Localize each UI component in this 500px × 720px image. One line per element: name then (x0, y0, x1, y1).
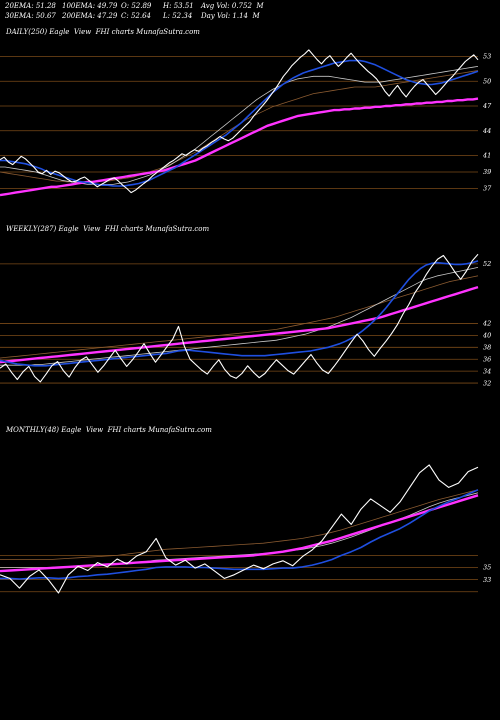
y-tick-label: 50 (483, 77, 491, 85)
daily-panel-title: DAILY(250) Eagle View FHI charts MunafaS… (6, 28, 200, 36)
monthly-panel-title: MONTHLY(48) Eagle View FHI charts Munafa… (6, 426, 212, 434)
open-readout: O: 52.89 (121, 2, 152, 10)
y-tick-label: 35 (483, 564, 491, 572)
ema200-readout: 200EMA: 47.29 (62, 12, 118, 20)
y-tick-label: 33 (483, 576, 491, 584)
price-line (0, 464, 479, 594)
y-tick-label: 53 (483, 53, 491, 61)
ema100-readout: 100EMA: 49.79 (62, 2, 118, 10)
weekly-panel-title: WEEKLY(287) Eagle View FHI charts Munafa… (6, 225, 210, 233)
y-tick-label: 42 (482, 320, 491, 328)
ema20-readout: 20EMA: 51.28 (5, 2, 56, 10)
ema30-readout: 30EMA: 50.67 (5, 12, 56, 20)
y-tick-label: 52 (483, 260, 491, 268)
y-tick-label: 41 (482, 152, 491, 160)
y-tick-label: 38 (483, 344, 491, 352)
y-tick-label: 44 (482, 127, 491, 135)
avg-vol-readout: Avg Vol: 0.752 M (201, 2, 264, 10)
day-vol-readout: Day Vol: 1.14 M (201, 12, 260, 20)
ema-brown-line (0, 489, 479, 560)
ema-short-line (0, 260, 479, 367)
y-tick-label: 32 (483, 379, 491, 387)
price-line (0, 49, 479, 194)
y-tick-label: 37 (483, 185, 492, 193)
high-readout: H: 53.51 (163, 2, 194, 10)
y-tick-label: 36 (483, 355, 491, 363)
ema-brown-line (0, 70, 479, 183)
price-line (0, 253, 479, 383)
y-tick-label: 40 (482, 332, 491, 340)
y-tick-label: 34 (483, 367, 491, 375)
ema-short-line (0, 59, 479, 187)
ema-long-line (0, 285, 479, 364)
ema-brown-line (0, 275, 479, 359)
y-tick-label: 39 (483, 168, 491, 176)
ema-long-line (0, 494, 479, 573)
low-readout: L: 52.34 (163, 12, 193, 20)
ema-short-line (0, 489, 479, 580)
y-tick-label: 47 (482, 102, 492, 110)
ema-long-line (0, 97, 479, 197)
close-readout: C: 52.64 (121, 12, 151, 20)
